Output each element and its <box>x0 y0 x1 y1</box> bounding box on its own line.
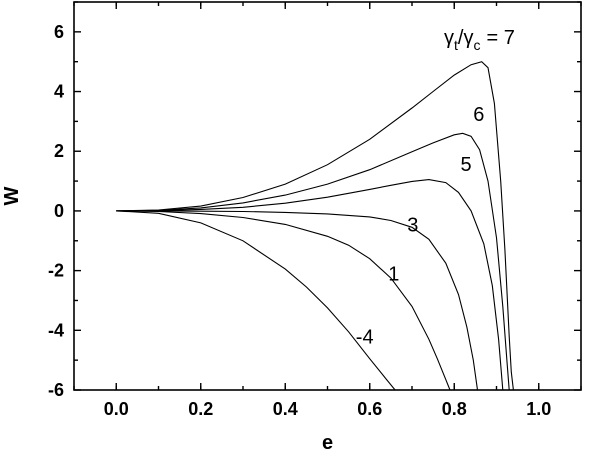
series-label-5: 5 <box>461 154 472 176</box>
series-label--4: -4 <box>356 326 374 348</box>
y-tick-label: -4 <box>48 320 64 340</box>
curve-ratio-7 <box>116 61 514 391</box>
subscript-c: c <box>473 37 480 53</box>
y-tick-label: 0 <box>54 201 64 221</box>
y-axis-label: W <box>1 186 23 205</box>
x-tick-label: 0.8 <box>442 399 467 419</box>
curve-ratio-6 <box>116 132 510 391</box>
x-tick-label: 0.6 <box>357 399 382 419</box>
gamma-ratio-annotation: γt/γc = 7 <box>444 27 515 53</box>
y-tick-label: 4 <box>54 82 64 102</box>
x-tick-label: 0.4 <box>273 399 298 419</box>
equals-value: = 7 <box>486 27 514 49</box>
y-axis-ticks: -6 -4 -2 0 2 4 6 <box>48 1 581 400</box>
subscript-t: t <box>454 37 458 53</box>
curve-ratio-1 <box>116 210 451 391</box>
gamma-symbol-1: γ <box>444 27 454 49</box>
y-tick-label: 2 <box>54 141 64 161</box>
series-label-1: 1 <box>388 264 399 286</box>
slash: / <box>458 27 464 49</box>
svg-text:γt/γc= 7: γt/γc = 7 <box>444 27 515 53</box>
y-tick-label: -2 <box>48 261 64 281</box>
y-tick-label: -6 <box>48 380 64 400</box>
curve-ratio-3 <box>116 210 479 391</box>
series-labels: 6 5 3 1 -4 <box>356 104 485 348</box>
x-axis-label: e <box>322 432 333 454</box>
curve-ratio--4 <box>116 210 396 391</box>
curve-ratio-5 <box>116 179 504 391</box>
x-tick-label: 1.0 <box>526 399 551 419</box>
x-tick-label: 0.2 <box>188 399 213 419</box>
series-label-3: 3 <box>407 214 418 236</box>
x-axis-ticks: 0.0 0.2 0.4 0.6 0.8 1.0 <box>73 2 582 419</box>
series-label-6: 6 <box>473 104 484 126</box>
y-tick-label: 6 <box>54 22 64 42</box>
series-curves <box>116 61 514 391</box>
gamma-symbol-2: γ <box>463 27 473 49</box>
x-tick-label: 0.0 <box>104 399 129 419</box>
